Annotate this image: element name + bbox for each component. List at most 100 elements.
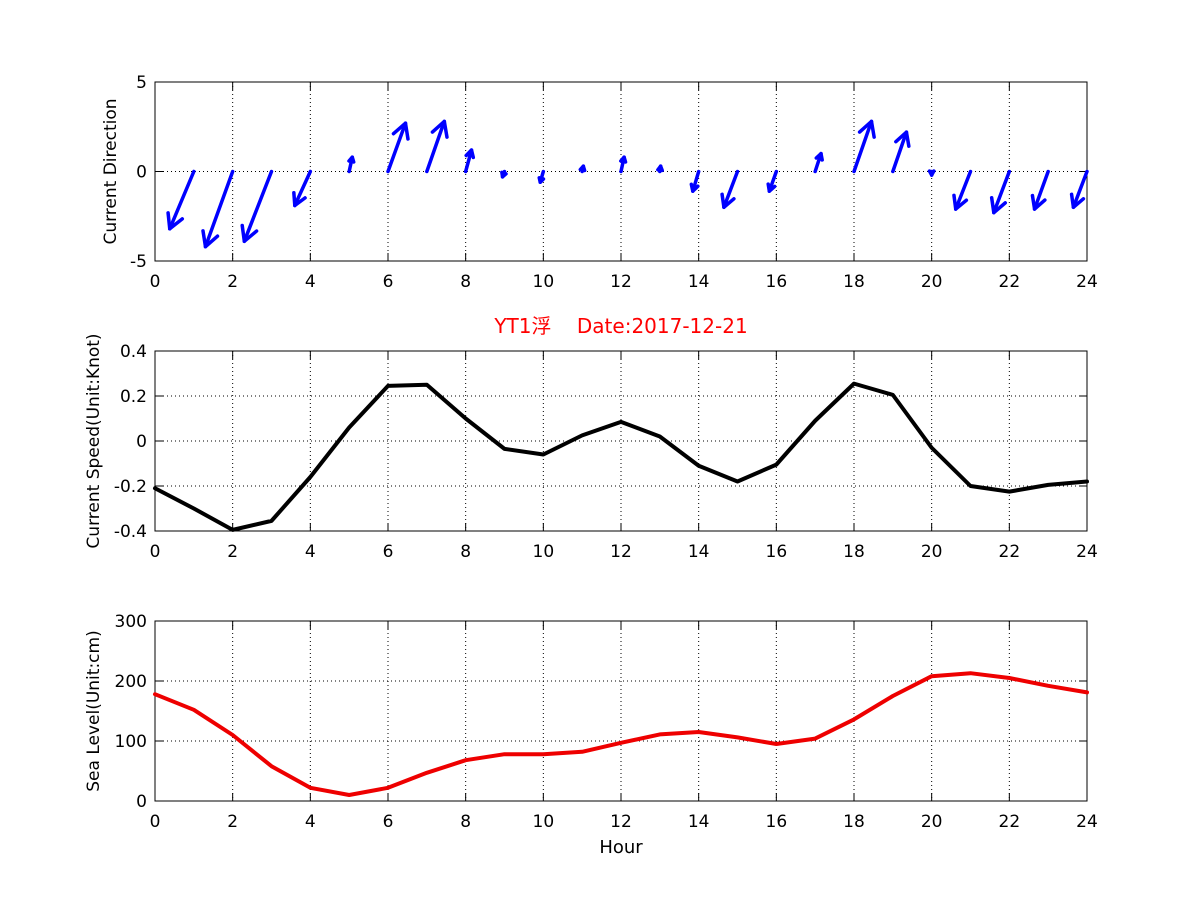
sea-level-y-tick-label: 300: [115, 612, 147, 632]
sea-level-data-point: [853, 718, 855, 721]
speed-data-point: [231, 529, 234, 531]
speed-data-point: [387, 385, 389, 387]
speed-data-point: [503, 448, 506, 450]
speed-y-tick-label: -0.2: [114, 477, 147, 497]
direction-x-tick-label: 20: [921, 272, 943, 292]
speed-y-tick-label: 0.4: [120, 342, 147, 362]
direction-arrow-head: [894, 130, 911, 148]
speed-x-tick-label: 0: [150, 542, 161, 562]
current-speed-panel: 0 2 4 6 8 10 12 14 16 18 20 22 24-0.4-0.200.20.4Curr…: [84, 314, 1098, 562]
direction-arrow: [1069, 169, 1089, 210]
direction-arrow: [292, 169, 313, 208]
sea-level-data-point: [775, 743, 778, 745]
direction-arrow: [927, 169, 936, 177]
sea-level-x-tick-label: 22: [999, 812, 1021, 832]
direction-y-tick-label: -5: [130, 252, 147, 272]
direction-arrow-shaft: [953, 169, 973, 211]
direction-arrow-head: [720, 192, 736, 210]
speed-data-point: [270, 520, 273, 522]
sea-level-data-point: [270, 765, 273, 767]
sea-level-y-tick-label: 200: [115, 672, 147, 692]
sea-level-data-point: [154, 693, 156, 695]
sea-level-data-point: [814, 737, 816, 740]
speed-data-point: [426, 383, 428, 386]
direction-arrow-shaft: [242, 169, 274, 244]
direction-arrow-shaft: [463, 148, 474, 174]
direction-x-tick-label: 6: [383, 272, 394, 292]
direction-x-tick-label: 10: [533, 272, 555, 292]
sea-level-x-tick-label: 0: [150, 812, 161, 832]
speed-x-tick-label: 14: [688, 542, 710, 562]
speed-x-tick-label: 12: [610, 542, 632, 562]
direction-arrow: [578, 164, 587, 174]
speed-data-point: [853, 382, 855, 385]
sea-level-data-point: [542, 753, 545, 755]
direction-arrow: [852, 119, 876, 174]
speed-data-point: [892, 394, 894, 396]
chart-title: YT1浮 Date:2017-12-21: [493, 314, 747, 338]
direction-arrow-head: [201, 229, 220, 249]
speed-data-point: [620, 421, 622, 423]
sea-level-y-axis-label: Sea Level(Unit:cm): [84, 630, 104, 791]
sea-level-data-point: [348, 794, 350, 796]
speed-data-point: [309, 476, 312, 478]
direction-y-axis-label: Current Direction: [101, 98, 121, 244]
sea-level-data-point: [581, 751, 583, 753]
speed-x-tick-label: 8: [460, 542, 471, 562]
sea-level-data-point: [1008, 677, 1011, 679]
sea-level-x-tick-label: 18: [843, 812, 865, 832]
direction-arrow-shaft: [386, 121, 408, 174]
direction-arrow-head: [989, 196, 1008, 215]
direction-arrow: [386, 121, 410, 174]
direction-arrow: [813, 151, 824, 174]
sea-level-x-tick-label: 2: [227, 812, 238, 832]
direction-x-tick-label: 16: [766, 272, 788, 292]
direction-arrow: [720, 169, 740, 210]
speed-data-point: [581, 434, 583, 437]
sea-level-data-point: [231, 734, 234, 736]
direction-arrow-head: [814, 151, 824, 162]
direction-arrow-head: [1069, 192, 1086, 210]
sea-level-data-point: [193, 709, 195, 711]
direction-x-tick-label: 8: [460, 272, 471, 292]
direction-arrow-head: [292, 190, 307, 208]
direction-arrow: [656, 164, 664, 174]
speed-data-point: [930, 446, 933, 449]
direction-arrow-head: [578, 164, 587, 173]
sea-level-x-tick-label: 16: [766, 812, 788, 832]
speed-x-tick-label: 18: [843, 542, 865, 562]
sea-level-x-axis-label: Hour: [599, 837, 643, 858]
sea-level-x-tick-label: 4: [305, 812, 316, 832]
speed-data-point: [348, 426, 350, 429]
speed-x-tick-label: 10: [533, 542, 555, 562]
speed-x-tick-label: 4: [305, 542, 316, 562]
direction-arrow: [689, 169, 701, 193]
direction-arrow-shaft: [168, 169, 196, 231]
sea-level-y-tick-label: 0: [136, 792, 147, 812]
speed-x-tick-label: 22: [999, 542, 1021, 562]
direction-arrow: [425, 119, 449, 174]
direction-x-tick-label: 0: [150, 272, 161, 292]
sea-level-data-point: [697, 731, 700, 733]
speed-data-point: [736, 480, 739, 483]
sea-level-x-tick-label: 20: [921, 812, 943, 832]
direction-x-tick-label: 12: [610, 272, 632, 292]
direction-x-tick-label: 2: [227, 272, 238, 292]
sea-level-data-point: [892, 695, 894, 697]
direction-arrow-head: [537, 176, 546, 184]
direction-arrow-head: [1030, 193, 1047, 211]
direction-x-tick-label: 18: [843, 272, 865, 292]
speed-data-point: [814, 419, 816, 422]
direction-arrow: [240, 169, 274, 244]
sea-level-data-point: [1086, 691, 1088, 694]
direction-arrow-head: [857, 119, 876, 139]
direction-arrow-head: [347, 155, 356, 164]
sea-level-data-point: [387, 787, 389, 789]
direction-arrow: [500, 169, 508, 179]
direction-arrow-shaft: [293, 169, 313, 208]
direction-arrow-shaft: [1032, 169, 1050, 211]
direction-arrow-head: [430, 119, 449, 139]
